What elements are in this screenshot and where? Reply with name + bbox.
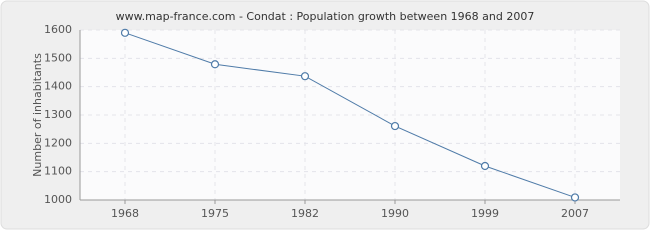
y-tick-label: 1100 <box>44 165 72 178</box>
x-tick-label: 1975 <box>201 207 229 220</box>
x-tick-label: 2007 <box>561 207 589 220</box>
y-axis-label: Number of inhabitants <box>31 53 44 177</box>
chart: www.map-france.com - Condat : Population… <box>0 0 650 230</box>
x-tick-label: 1999 <box>471 207 499 220</box>
page: {"chart_data": {"type": "line", "title":… <box>0 0 650 230</box>
y-tick-label: 1300 <box>44 108 72 121</box>
chart-title: www.map-france.com - Condat : Population… <box>116 10 535 23</box>
marker <box>210 60 220 69</box>
line <box>124 32 576 198</box>
y-tick-label: 1200 <box>44 136 72 149</box>
marker <box>390 121 400 131</box>
y-tick-label: 1500 <box>44 51 72 64</box>
x-tick-label: 1968 <box>111 207 139 220</box>
y-tick-label: 1400 <box>44 80 72 93</box>
marker <box>120 28 130 37</box>
marker <box>300 72 310 81</box>
y-tick-label: 1600 <box>44 23 72 36</box>
marker <box>480 161 490 171</box>
x-tick-label: 1990 <box>381 207 409 220</box>
marker <box>570 193 580 202</box>
x-tick-label: 1982 <box>291 207 319 220</box>
y-tick-label: 1000 <box>44 193 72 206</box>
